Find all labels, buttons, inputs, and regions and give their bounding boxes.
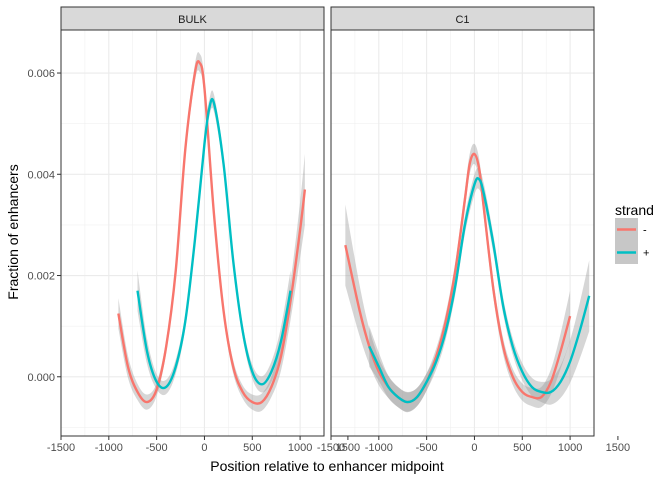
- x-axis-title: Position relative to enhancer midpoint: [210, 458, 444, 474]
- x-tick-label: -1500: [47, 442, 75, 454]
- confidence-band-plus: [369, 168, 590, 412]
- legend-label-minus: -: [643, 225, 647, 237]
- facet-strip-label: C1: [455, 14, 469, 26]
- x-tick-label: -1500: [317, 442, 345, 454]
- panel-bulk: BULK: [60, 6, 325, 437]
- x-tick-label: 1000: [558, 442, 582, 454]
- legend-title: strand: [615, 202, 654, 218]
- x-tick-label: 500: [513, 442, 531, 454]
- facet-strip-label: BULK: [178, 14, 207, 26]
- x-tick-label: -500: [146, 442, 168, 454]
- series-line-minus: [117, 60, 307, 405]
- legend-label-plus: +: [643, 248, 649, 260]
- x-tick-label: -1000: [95, 442, 123, 454]
- panel-border: [60, 29, 325, 437]
- x-tick-label: 500: [243, 442, 261, 454]
- x-tick-label: 0: [471, 442, 477, 454]
- plot-area: [61, 30, 324, 436]
- x-tick-label: 1500: [606, 442, 630, 454]
- series-line-plus: [368, 176, 591, 404]
- series-lines: [344, 152, 591, 404]
- x-tick-label: 1000: [288, 442, 312, 454]
- panel-border: [330, 29, 595, 437]
- confidence-bands: [345, 143, 590, 413]
- y-tick-label: 0.000: [27, 372, 55, 384]
- legend: strand - +: [615, 202, 654, 264]
- y-tick-label: 0.004: [27, 169, 55, 181]
- series-lines: [117, 60, 307, 405]
- y-tick-label: 0.006: [27, 68, 55, 80]
- axes-layer: -1500 -1000 -500 0 500 1000 1500 0.000 0.002 0.00…: [27, 68, 630, 454]
- x-tick-label: -1000: [365, 442, 393, 454]
- x-tick-label: -500: [416, 442, 438, 454]
- panels-layer: BULK C1: [60, 6, 595, 437]
- confidence-band-minus: [345, 143, 571, 413]
- y-tick-label: 0.002: [27, 271, 55, 283]
- x-tick-label: 0: [201, 442, 207, 454]
- x-tick-label: 1500: [336, 442, 360, 454]
- series-line-plus: [136, 97, 292, 390]
- y-axis-title: Fraction of enhancers: [5, 164, 21, 299]
- panel-c1: C1: [330, 6, 595, 437]
